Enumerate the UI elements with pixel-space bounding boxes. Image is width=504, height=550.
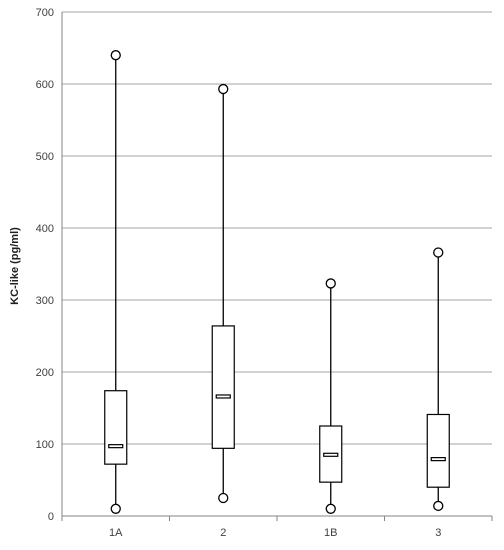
box-1B xyxy=(319,278,343,514)
box-2 xyxy=(211,83,235,504)
min-point xyxy=(325,503,336,514)
median-marker xyxy=(108,444,124,449)
y-tick-label: 0 xyxy=(48,511,54,523)
median-marker xyxy=(323,452,339,457)
max-point xyxy=(433,247,444,258)
y-tick-labels: 0 100 200 300 400 500 600 700 xyxy=(36,7,54,523)
y-tick-label: 600 xyxy=(36,79,54,91)
min-point xyxy=(433,500,444,512)
iqr-box xyxy=(104,390,128,465)
y-tick-label: 300 xyxy=(36,295,54,307)
median-marker xyxy=(430,457,446,462)
max-point xyxy=(325,278,336,289)
box-3 xyxy=(426,247,450,512)
axes xyxy=(61,12,493,521)
max-point xyxy=(218,83,229,95)
x-tick-label: 2 xyxy=(220,527,226,539)
median-marker xyxy=(215,394,231,399)
y-axis-title: KC-like (pg/ml) xyxy=(9,227,21,305)
gridlines xyxy=(62,11,492,445)
y-tick-label: 700 xyxy=(36,7,54,19)
min-point xyxy=(218,492,229,504)
min-point xyxy=(110,503,121,514)
box-series xyxy=(104,50,450,514)
x-tick-label: 3 xyxy=(435,527,441,539)
y-tick-label: 500 xyxy=(36,151,54,163)
iqr-box xyxy=(211,325,235,449)
y-tick-label: 200 xyxy=(36,367,54,379)
box-1A xyxy=(104,50,128,514)
x-tick-label: 1B xyxy=(324,527,337,539)
x-tick-label: 1A xyxy=(109,527,123,539)
x-tick-labels: 1A 2 1B 3 xyxy=(109,527,441,539)
y-tick-label: 400 xyxy=(36,223,54,235)
iqr-box xyxy=(426,413,450,488)
max-point xyxy=(110,50,121,61)
y-tick-label: 100 xyxy=(36,439,54,451)
